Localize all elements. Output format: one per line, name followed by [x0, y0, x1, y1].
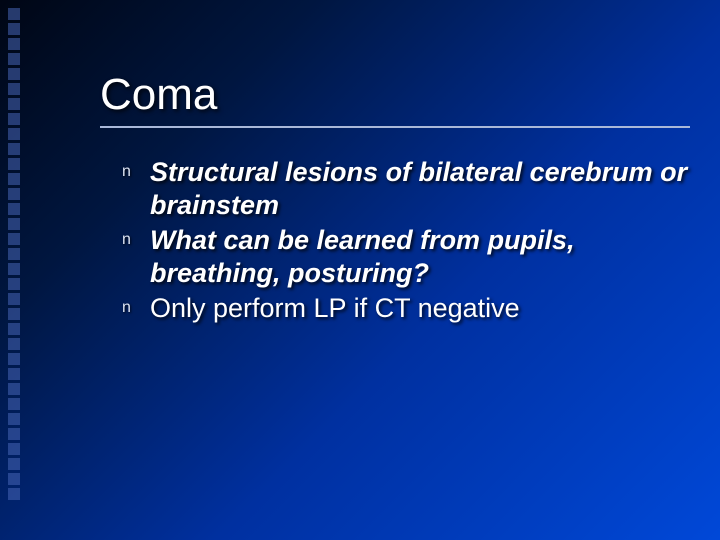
bullet-item: n Only perform LP if CT negative: [122, 292, 690, 325]
decor-square: [8, 443, 20, 455]
decor-square: [8, 263, 20, 275]
slide-content: Coma n Structural lesions of bilateral ce…: [100, 70, 690, 327]
decor-square: [8, 323, 20, 335]
decor-square: [8, 188, 20, 200]
bullet-text: What can be learned from pupils, breathi…: [150, 225, 575, 288]
decor-square: [8, 308, 20, 320]
decor-square: [8, 53, 20, 65]
decor-square: [8, 233, 20, 245]
decor-square: [8, 368, 20, 380]
decor-square: [8, 158, 20, 170]
decor-square: [8, 338, 20, 350]
decor-square: [8, 173, 20, 185]
title-underline: [100, 126, 690, 128]
bullet-item: n Structural lesions of bilateral cerebru…: [122, 156, 690, 222]
decor-square: [8, 413, 20, 425]
decor-square: [8, 218, 20, 230]
decor-square: [8, 23, 20, 35]
decor-square: [8, 383, 20, 395]
decor-square: [8, 68, 20, 80]
decor-square: [8, 473, 20, 485]
decor-square: [8, 128, 20, 140]
decor-square: [8, 293, 20, 305]
decor-square: [8, 488, 20, 500]
decor-square: [8, 428, 20, 440]
left-decor-strip: [8, 8, 26, 532]
decor-square: [8, 278, 20, 290]
decor-square: [8, 83, 20, 95]
decor-square: [8, 353, 20, 365]
decor-square: [8, 113, 20, 125]
decor-square: [8, 98, 20, 110]
bullet-list: n Structural lesions of bilateral cerebru…: [100, 156, 690, 325]
bullet-text: Structural lesions of bilateral cerebrum…: [150, 157, 687, 220]
decor-square: [8, 203, 20, 215]
bullet-item: n What can be learned from pupils, breath…: [122, 224, 690, 290]
bullet-text: Only perform LP if CT negative: [150, 293, 520, 323]
bullet-glyph: n: [122, 230, 131, 250]
decor-square: [8, 38, 20, 50]
slide-title: Coma: [100, 70, 690, 120]
decor-square: [8, 248, 20, 260]
bullet-glyph: n: [122, 162, 131, 182]
decor-square: [8, 458, 20, 470]
bullet-glyph: n: [122, 298, 131, 318]
decor-square: [8, 398, 20, 410]
decor-square: [8, 143, 20, 155]
decor-square: [8, 8, 20, 20]
